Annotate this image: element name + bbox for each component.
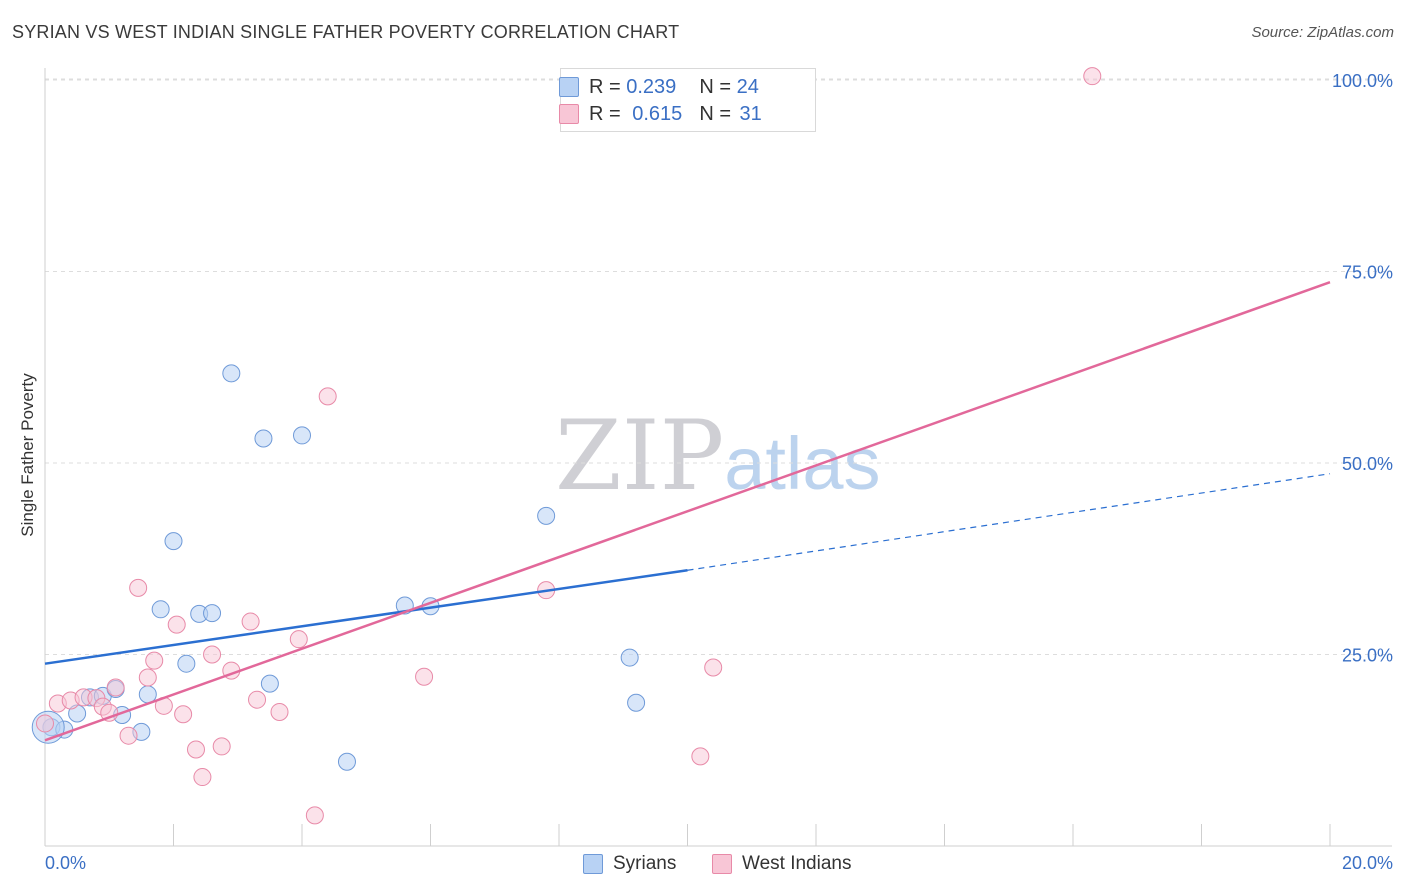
west-indians-point: [167, 615, 186, 634]
west-indians-point: [248, 690, 267, 709]
syrians-point: [260, 674, 279, 693]
syrians-point: [337, 752, 356, 771]
west-indians-point: [186, 740, 205, 759]
correlation-legend: R = 0.239 N = 24 R = 0.615 N = 31: [559, 68, 816, 132]
syrians-point: [537, 506, 556, 525]
syrians-trend-extension: [687, 473, 1331, 571]
bottom-legend-syrians: Syrians: [583, 852, 676, 876]
legend-r-value-west-indians: 0.615: [632, 102, 683, 125]
west-indians-point: [119, 726, 138, 745]
legend-swatch-west-indians: [559, 104, 579, 124]
west-indians-point: [1083, 67, 1102, 86]
y-tick-label: 100.0%: [1332, 71, 1393, 91]
legend-row-syrians: R = 0.239 N = 24: [559, 74, 759, 100]
legend-n-value-west-indians: 31: [739, 102, 762, 125]
x-tick-label: 20.0%: [1342, 853, 1393, 873]
west-indians-point: [415, 667, 434, 686]
west-indians-point: [129, 578, 148, 597]
syrians-point: [203, 604, 222, 623]
west-indians-point: [241, 612, 260, 631]
west-indians-point: [704, 658, 723, 677]
legend-r-label: R =: [589, 75, 621, 98]
watermark-zip: ZIP: [555, 400, 725, 512]
syrians-trend-line: [44, 569, 688, 665]
west-indians-point: [305, 806, 324, 825]
syrians-point: [151, 600, 170, 619]
west-indians-point: [691, 747, 710, 766]
bottom-legend-west-indians: West Indians: [712, 852, 851, 876]
source-credit: Source: ZipAtlas.com: [1251, 24, 1394, 41]
syrians-point: [177, 654, 196, 673]
legend-n-value-syrians: 24: [736, 75, 759, 98]
west-indians-point: [193, 768, 212, 787]
legend-r-value-syrians: 0.239: [626, 75, 677, 98]
west-indians-trend-line: [44, 281, 1331, 742]
syrians-point: [293, 426, 311, 445]
bottom-legend-label-west-indians: West Indians: [742, 853, 852, 874]
syrians-point: [254, 429, 273, 448]
legend-row-west-indians: R = 0.615 N = 31: [559, 101, 765, 127]
legend-swatch-syrians: [559, 77, 579, 97]
west-indians-point: [318, 387, 337, 406]
legend-r-label: R =: [589, 102, 621, 125]
y-tick-label: 25.0%: [1342, 646, 1393, 666]
west-indians-point: [203, 645, 222, 664]
bottom-legend-swatch-syrians: [583, 854, 603, 874]
legend-n-label: N =: [699, 75, 732, 98]
west-indians-point: [174, 705, 193, 724]
west-indians-point: [289, 630, 308, 649]
syrians-points: [31, 364, 646, 771]
grid-lines: [45, 78, 1392, 655]
y-tick-label: 75.0%: [1342, 263, 1393, 283]
bottom-legend-swatch-west-indians: [712, 854, 732, 874]
west-indians-point: [36, 714, 54, 733]
syrians-point: [620, 648, 639, 667]
bottom-legend-label-syrians: Syrians: [613, 853, 677, 874]
syrians-point: [164, 532, 183, 551]
west-indians-point: [212, 737, 231, 756]
tick-labels: 25.0% 50.0% 75.0% 100.0% 0.0% 20.0%: [45, 71, 1393, 873]
west-indians-point: [145, 651, 164, 670]
x-tick-label: 0.0%: [45, 853, 86, 873]
axes: [44, 68, 1392, 847]
west-indians-point: [106, 678, 125, 697]
syrians-point: [222, 364, 241, 383]
west-indians-points: [36, 67, 1102, 825]
syrians-point: [627, 693, 646, 712]
trend-lines: [44, 281, 1331, 742]
west-indians-point: [138, 668, 157, 687]
chart-title: SYRIAN VS WEST INDIAN SINGLE FATHER POVE…: [12, 22, 680, 42]
legend-n-label: N =: [699, 102, 732, 125]
y-tick-label: 50.0%: [1342, 454, 1393, 474]
west-indians-point: [270, 702, 289, 721]
y-axis-title: Single Father Poverty: [18, 373, 37, 537]
